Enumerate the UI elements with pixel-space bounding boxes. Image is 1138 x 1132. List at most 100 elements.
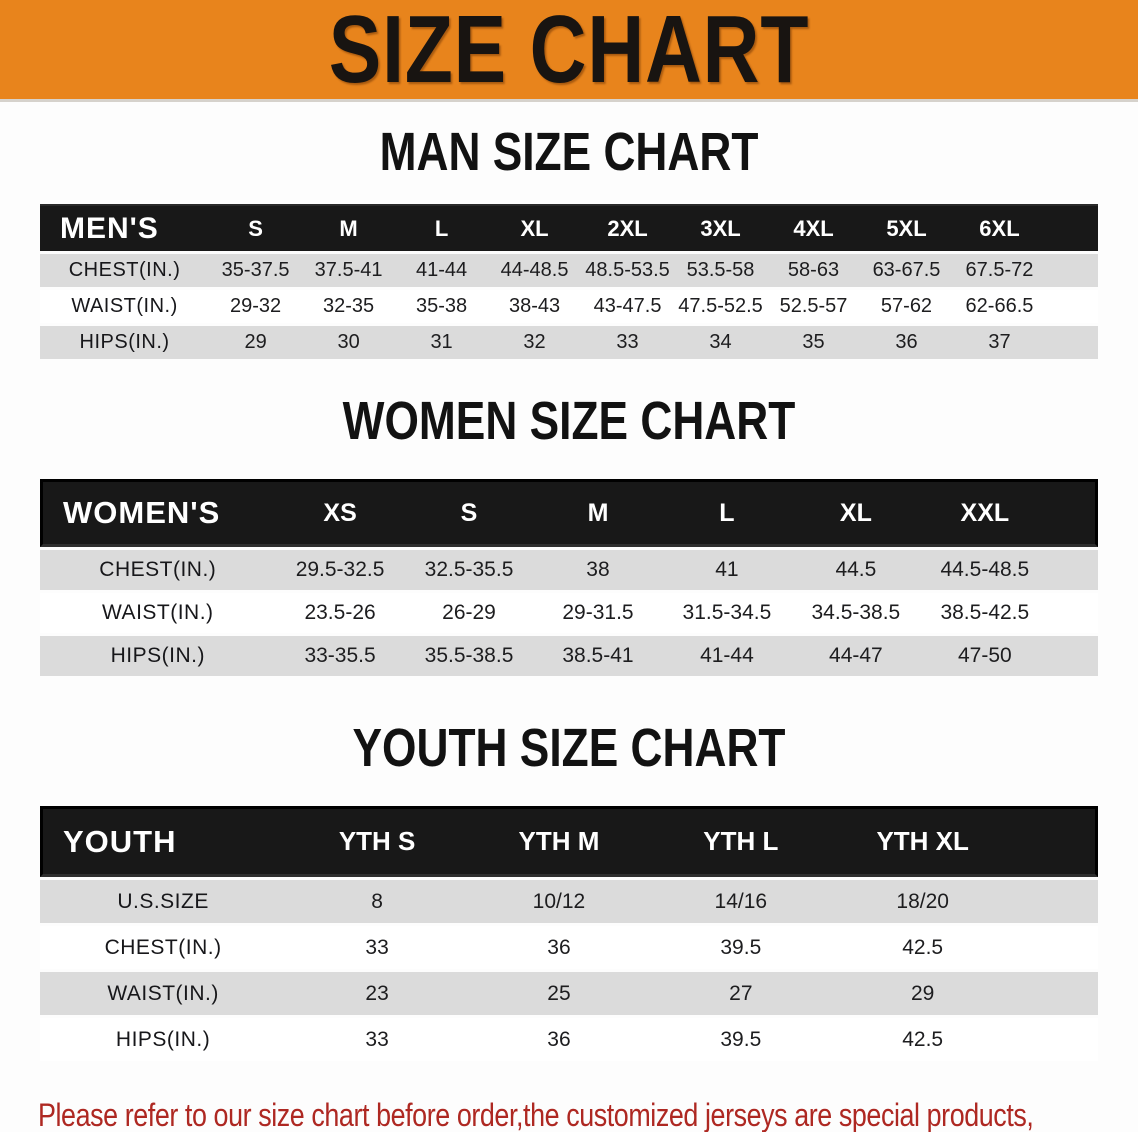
men-row-1: WAIST(IN.) 29-32 32-35 35-38 38-43 43-47.5 47.… <box>40 290 1098 323</box>
youth-row-1: CHEST(IN.) 33 36 39.5 42.5 <box>40 926 1098 969</box>
women-cell-2-0: 33-35.5 <box>275 636 405 676</box>
youth-cell-0-2: 14/16 <box>649 880 832 923</box>
men-size-header-6: 4XL <box>767 204 860 251</box>
men-cell-0-4: 48.5-53.5 <box>581 254 675 287</box>
women-heading-text: WOMEN SIZE CHART <box>342 391 796 451</box>
youth-cell-0-1: 10/12 <box>468 880 650 923</box>
women-row-filler-1 <box>1049 593 1098 633</box>
women-row-label-1: WAIST(IN.) <box>40 593 276 633</box>
youth-cell-3-3: 42.5 <box>831 1018 1014 1061</box>
men-cell-0-3: 44-48.5 <box>488 254 582 287</box>
youth-size-header-0: YTH S <box>286 806 469 877</box>
women-cell-1-4: 34.5-38.5 <box>791 593 921 633</box>
youth-table-header: YOUTH YTH S YTH M YTH L YTH XL <box>40 806 1098 877</box>
women-cell-0-0: 29.5-32.5 <box>275 550 405 590</box>
youth-cell-3-2: 39.5 <box>649 1018 832 1061</box>
women-row-filler-0 <box>1049 550 1098 590</box>
youth-cell-1-3: 42.5 <box>831 926 1014 969</box>
men-size-header-5: 3XL <box>674 204 768 251</box>
women-size-header-2: M <box>533 479 663 547</box>
youth-cell-1-1: 36 <box>468 926 650 969</box>
men-cell-2-3: 32 <box>488 326 582 359</box>
men-cell-0-2: 41-44 <box>395 254 489 287</box>
youth-cell-2-2: 27 <box>649 972 832 1015</box>
men-cell-1-4: 43-47.5 <box>581 290 675 323</box>
men-cell-2-4: 33 <box>581 326 675 359</box>
men-cell-0-8: 67.5-72 <box>952 254 1046 287</box>
youth-cell-1-2: 39.5 <box>649 926 832 969</box>
men-row-label-0: CHEST(IN.) <box>40 254 210 287</box>
youth-row-filler-1 <box>1013 926 1098 969</box>
women-label-header: WOMEN'S <box>40 479 276 547</box>
women-header-filler <box>1049 479 1098 547</box>
youth-size-header-1: YTH M <box>468 806 650 877</box>
youth-cell-0-0: 8 <box>286 880 469 923</box>
women-cell-0-5: 44.5-48.5 <box>920 550 1050 590</box>
youth-cell-0-3: 18/20 <box>831 880 1014 923</box>
men-label-header: MEN'S <box>40 204 210 251</box>
women-cell-2-4: 44-47 <box>791 636 921 676</box>
women-cell-0-2: 38 <box>533 550 663 590</box>
women-size-header-1: S <box>404 479 534 547</box>
youth-row-label-3: HIPS(IN.) <box>40 1018 287 1061</box>
men-cell-1-8: 62-66.5 <box>952 290 1046 323</box>
men-cell-2-5: 34 <box>674 326 768 359</box>
youth-row-label-0: U.S.SIZE <box>40 880 287 923</box>
women-size-header-3: L <box>662 479 792 547</box>
men-row-label-1: WAIST(IN.) <box>40 290 210 323</box>
men-cell-0-5: 53.5-58 <box>674 254 768 287</box>
women-cell-2-2: 38.5-41 <box>533 636 663 676</box>
youth-heading-text: YOUTH SIZE CHART <box>352 718 786 778</box>
women-cell-2-3: 41-44 <box>662 636 792 676</box>
youth-size-header-2: YTH L <box>649 806 832 877</box>
women-cell-2-1: 35.5-38.5 <box>404 636 534 676</box>
men-cell-1-3: 38-43 <box>488 290 582 323</box>
youth-header-filler <box>1013 806 1098 877</box>
women-cell-2-5: 47-50 <box>920 636 1050 676</box>
women-cell-0-3: 41 <box>662 550 792 590</box>
men-size-header-2: L <box>395 204 489 251</box>
men-row-filler-2 <box>1045 326 1098 359</box>
youth-row-0: U.S.SIZE 8 10/12 14/16 18/20 <box>40 880 1098 923</box>
men-size-header-8: 6XL <box>952 204 1046 251</box>
men-table-header: MEN'S S M L XL 2XL 3XL 4XL 5XL 6XL <box>40 204 1098 251</box>
youth-cell-1-0: 33 <box>286 926 469 969</box>
men-cell-1-1: 32-35 <box>302 290 396 323</box>
men-size-header-0: S <box>209 204 303 251</box>
men-size-header-1: M <box>302 204 396 251</box>
youth-row-2: WAIST(IN.) 23 25 27 29 <box>40 972 1098 1015</box>
men-cell-0-1: 37.5-41 <box>302 254 396 287</box>
men-cell-2-0: 29 <box>209 326 303 359</box>
youth-row-label-2: WAIST(IN.) <box>40 972 287 1015</box>
men-cell-2-7: 36 <box>860 326 953 359</box>
women-row-filler-2 <box>1049 636 1098 676</box>
men-row-label-2: HIPS(IN.) <box>40 326 210 359</box>
men-cell-1-7: 57-62 <box>860 290 953 323</box>
men-cell-2-1: 30 <box>302 326 396 359</box>
men-cell-1-2: 35-38 <box>395 290 489 323</box>
size-chart-banner: SIZE CHART <box>0 0 1138 102</box>
men-section-heading: MAN SIZE CHART <box>0 125 1138 179</box>
women-cell-0-4: 44.5 <box>791 550 921 590</box>
youth-size-header-3: YTH XL <box>831 806 1014 877</box>
men-heading-text: MAN SIZE CHART <box>379 122 759 182</box>
disclaimer-line-1: Please refer to our size chart before or… <box>38 1097 1034 1132</box>
disclaimer: Please refer to our size chart before or… <box>38 1090 1138 1132</box>
women-cell-1-0: 23.5-26 <box>275 593 405 633</box>
men-cell-1-0: 29-32 <box>209 290 303 323</box>
women-size-header-0: XS <box>275 479 405 547</box>
women-row-0: CHEST(IN.) 29.5-32.5 32.5-35.5 38 41 44.5 44.5… <box>40 550 1098 590</box>
women-row-2: HIPS(IN.) 33-35.5 35.5-38.5 38.5-41 41-44 44-… <box>40 636 1098 676</box>
women-cell-1-2: 29-31.5 <box>533 593 663 633</box>
men-cell-0-6: 58-63 <box>767 254 860 287</box>
men-cell-0-0: 35-37.5 <box>209 254 303 287</box>
women-row-label-2: HIPS(IN.) <box>40 636 276 676</box>
women-section-heading: WOMEN SIZE CHART <box>0 394 1138 448</box>
women-cell-1-3: 31.5-34.5 <box>662 593 792 633</box>
women-size-header-4: XL <box>791 479 921 547</box>
men-row-filler-1 <box>1045 290 1098 323</box>
youth-cell-2-1: 25 <box>468 972 650 1015</box>
women-size-header-5: XXL <box>920 479 1050 547</box>
youth-cell-2-3: 29 <box>831 972 1014 1015</box>
men-size-header-4: 2XL <box>581 204 675 251</box>
